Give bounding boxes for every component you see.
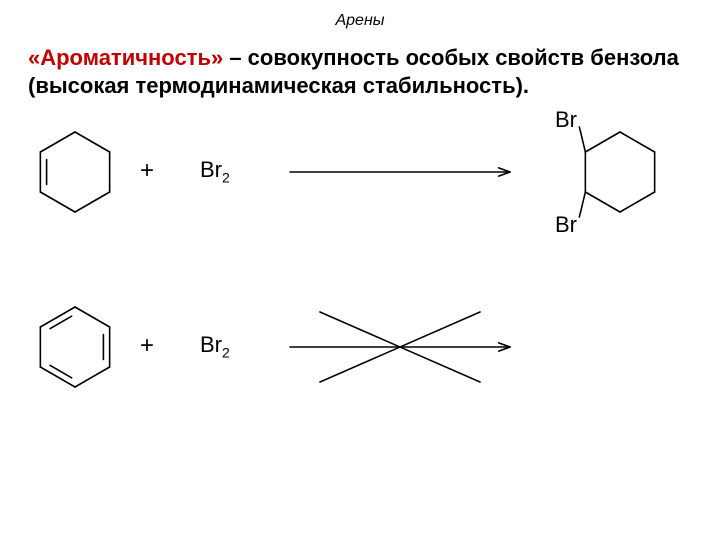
product-br-top: Br [555,107,577,133]
plus-sign-1: + [140,157,154,185]
br-sub-2: 2 [222,344,230,360]
br-label-2: Br [200,332,222,357]
reaction-diagram: + Br2 Br Br + Br2 [0,107,720,487]
br2-label-1: Br2 [200,157,230,185]
br2-label-2: Br2 [200,332,230,360]
definition-term: «Ароматичность» [28,45,223,70]
page-title: Арены [0,12,720,30]
definition-text: «Ароматичность» – совокупность особых св… [28,44,692,99]
reaction-svg [0,107,720,487]
plus-sign-2: + [140,332,154,360]
br-sub-1: 2 [222,169,230,185]
product-br-bottom: Br [555,212,577,238]
br-label-1: Br [200,157,222,182]
